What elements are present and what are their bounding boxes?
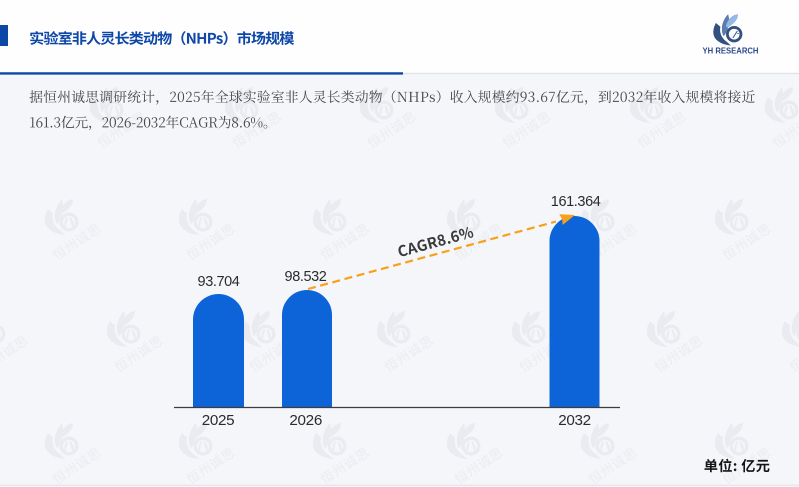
svg-text:YH RESEARCH: YH RESEARCH bbox=[703, 47, 759, 56]
